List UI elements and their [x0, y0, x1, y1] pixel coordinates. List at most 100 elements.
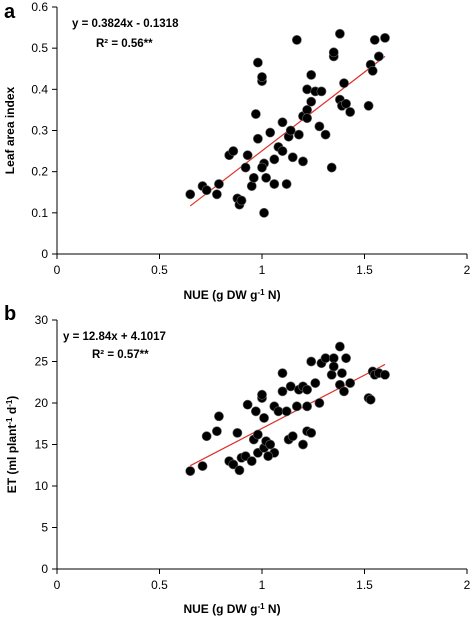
data-point	[293, 129, 304, 140]
y-tick-label: 0.6	[31, 0, 48, 14]
data-point	[242, 150, 253, 161]
data-point	[316, 86, 327, 97]
data-point	[310, 378, 321, 388]
y-tick-label: 25	[35, 355, 49, 369]
x-tick-label: 2	[464, 578, 471, 592]
data-point	[339, 386, 349, 397]
x-tick-label: 0	[54, 578, 61, 592]
regression-equation: y = 12.84x + 4.1017	[63, 331, 166, 343]
data-point	[234, 465, 245, 476]
data-point	[363, 100, 374, 111]
data-point	[257, 162, 267, 173]
y-tick-label: 0	[41, 247, 48, 261]
data-point	[277, 146, 288, 156]
data-point	[298, 439, 308, 450]
data-point	[341, 353, 351, 364]
data-point	[302, 105, 312, 115]
r-squared-label: R² = 0.57**	[92, 349, 149, 361]
y-tick-label: 0.2	[31, 165, 48, 179]
data-point	[302, 384, 312, 395]
data-point	[314, 398, 325, 408]
data-point	[277, 386, 288, 397]
data-point	[306, 96, 317, 107]
data-point	[291, 35, 302, 45]
data-point	[228, 146, 239, 156]
data-point	[259, 413, 269, 423]
data-point	[326, 369, 337, 380]
data-point	[277, 368, 288, 379]
data-point	[369, 35, 380, 45]
y-tick-label: 0.4	[31, 82, 48, 96]
data-point	[285, 381, 296, 392]
r-squared-label: R² = 0.56**	[96, 38, 153, 50]
data-point	[306, 427, 317, 438]
y-axis-label: Leaf area index	[3, 86, 17, 174]
data-point	[265, 439, 276, 450]
data-point	[228, 459, 239, 470]
data-point	[328, 361, 339, 372]
data-point	[185, 189, 196, 200]
data-point	[302, 84, 312, 95]
data-point	[246, 456, 257, 466]
y-tick-label: 0.3	[31, 124, 48, 138]
x-tick-label: 1.5	[356, 263, 373, 277]
y-tick-label: 0	[41, 562, 48, 576]
data-point	[306, 70, 317, 80]
data-point	[320, 353, 331, 364]
data-point	[252, 133, 263, 144]
x-axis-label: NUE (g DW g-1 N)	[183, 288, 280, 303]
x-tick-label: 0.5	[151, 578, 168, 592]
data-point	[269, 154, 280, 165]
data-point	[287, 431, 298, 442]
data-point	[287, 152, 298, 163]
data-point	[306, 356, 317, 367]
data-point	[257, 389, 267, 400]
data-point	[339, 78, 349, 89]
data-point	[314, 121, 325, 132]
data-point	[257, 72, 267, 82]
data-point	[211, 426, 222, 437]
x-tick-label: 0.5	[151, 263, 168, 277]
data-point	[337, 368, 347, 379]
x-tick-label: 1.5	[356, 578, 373, 592]
data-point	[298, 156, 308, 167]
x-tick-label: 0	[54, 263, 61, 277]
data-point	[367, 65, 378, 76]
data-point	[250, 406, 261, 417]
data-point	[302, 113, 312, 124]
data-point	[281, 406, 292, 417]
data-point	[373, 51, 384, 62]
data-point	[341, 98, 351, 109]
data-point	[328, 353, 339, 364]
data-point	[201, 431, 212, 442]
data-point	[250, 109, 261, 119]
data-point	[328, 47, 339, 58]
y-tick-label: 30	[35, 313, 49, 327]
data-point	[334, 28, 345, 39]
y-tick-label: 0.1	[31, 206, 48, 220]
data-point	[277, 117, 288, 128]
data-point	[365, 394, 376, 405]
data-point	[265, 127, 276, 138]
data-point	[201, 185, 212, 196]
data-point	[242, 399, 253, 410]
data-point	[281, 179, 292, 189]
data-point	[261, 172, 271, 183]
data-point	[211, 189, 222, 200]
data-point	[320, 129, 331, 140]
data-point	[236, 195, 247, 206]
x-tick-label: 1	[259, 263, 266, 277]
data-point	[214, 179, 224, 189]
data-point	[302, 401, 312, 412]
data-point	[291, 401, 302, 412]
data-point	[380, 32, 390, 43]
data-point	[263, 451, 274, 462]
y-tick-label: 5	[41, 521, 48, 535]
chart-panel-a: a 0 0.5 1 1.5 2 0 0.1 0.2 0.3 0.4 0.5 0.6 NUE (g DW g…	[3, 0, 471, 302]
regression-equation: y = 0.3824x - 0.1318	[72, 18, 179, 30]
x-axis-label: NUE (g DW g-1 N)	[183, 602, 280, 617]
data-point	[248, 172, 259, 183]
data-point	[345, 107, 356, 117]
